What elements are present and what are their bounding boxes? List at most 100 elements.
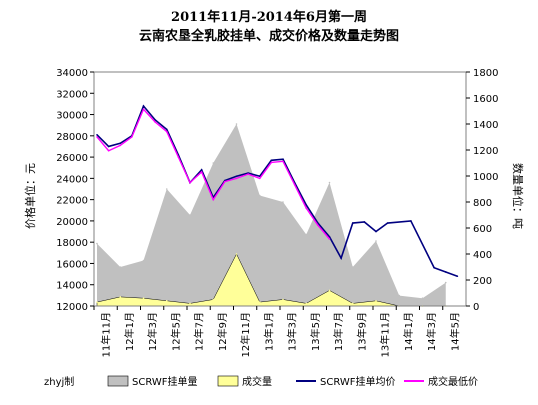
- data-point-1-9: [305, 302, 308, 305]
- data-point-2-2: [119, 142, 122, 145]
- data-point-0-1: [119, 266, 122, 268]
- data-point-0-10: [328, 181, 331, 184]
- data-point-2-18: [305, 204, 308, 206]
- data-point-3-12: [235, 177, 238, 180]
- plot-area: [96, 104, 459, 307]
- x-tick-label-10: 13年7月: [332, 312, 345, 351]
- right-tick-label-4: 800: [473, 198, 492, 209]
- x-tick-label-8: 13年3月: [286, 312, 299, 351]
- data-point-3-16: [282, 160, 284, 163]
- left-tick-label-1: 14000: [56, 281, 88, 292]
- data-point-3-20: [328, 238, 331, 240]
- data-point-3-18: [305, 207, 308, 209]
- data-point-2-15: [270, 159, 273, 162]
- right-tick-label-7: 1400: [473, 120, 498, 131]
- data-point-2-28: [444, 271, 447, 273]
- data-point-3-8: [189, 181, 191, 184]
- legend-label-0: SCRWF挂单量: [132, 375, 198, 388]
- right-axis-title: 数量单位：吨: [511, 163, 525, 229]
- data-point-3-1: [107, 149, 110, 152]
- data-point-0-5: [212, 162, 215, 164]
- data-point-0-15: [444, 281, 447, 284]
- legend-swatch-0: [107, 375, 129, 387]
- data-point-0-4: [189, 214, 191, 216]
- x-tick-label-11: 13年9月: [355, 312, 368, 351]
- data-point-0-7: [258, 194, 261, 197]
- data-point-3-3: [131, 136, 133, 138]
- legend: zhyj制 SCRWF挂单量 成交量 SCRWF挂单均价 成交最低价: [44, 375, 478, 388]
- data-point-1-3: [165, 300, 168, 302]
- left-tick-label-11: 34000: [56, 68, 88, 79]
- data-point-3-4: [142, 108, 145, 111]
- data-point-2-25: [386, 222, 389, 224]
- data-point-2-24: [375, 230, 377, 233]
- data-point-0-3: [165, 188, 168, 190]
- left-tick-label-5: 22000: [56, 196, 88, 207]
- data-point-3-7: [177, 156, 180, 158]
- data-point-1-2: [142, 297, 145, 300]
- data-point-2-22: [351, 222, 354, 224]
- data-point-3-9: [200, 171, 203, 173]
- data-point-3-2: [119, 144, 122, 147]
- chart-title-line1: 2011年11月-2014年6月第一周: [171, 9, 367, 25]
- legend-swatch-1: [217, 375, 239, 387]
- legend-label-1: 成交量: [242, 375, 272, 388]
- data-point-1-0: [96, 301, 98, 303]
- chart-title-line2: 云南农垦全乳胶挂单、成交价格及数量走势图: [139, 28, 399, 44]
- data-point-0-11: [351, 266, 354, 268]
- x-tick-label-12: 13年11月: [379, 312, 392, 357]
- x-tick-label-1: 12年1月: [123, 312, 136, 351]
- x-tick-label-13: 14年1月: [402, 312, 415, 351]
- data-point-3-0: [96, 136, 98, 138]
- left-tick-label-8: 28000: [56, 132, 88, 143]
- data-point-3-5: [154, 121, 156, 123]
- data-point-3-17: [293, 183, 296, 186]
- right-tick-label-1: 200: [473, 276, 492, 287]
- data-point-0-6: [235, 123, 238, 125]
- left-tick-label-9: 30000: [56, 111, 88, 122]
- left-tick-label-10: 32000: [56, 89, 88, 100]
- data-point-0-13: [398, 294, 401, 297]
- data-point-0-0: [96, 242, 98, 245]
- right-tick-label-3: 600: [473, 224, 492, 235]
- data-point-1-1: [119, 296, 122, 298]
- right-tick-label-5: 1000: [473, 172, 498, 183]
- data-point-1-6: [235, 253, 238, 255]
- data-point-3-11: [224, 180, 226, 183]
- data-point-1-8: [282, 298, 284, 301]
- data-point-2-26: [410, 220, 412, 222]
- data-point-1-5: [212, 298, 215, 301]
- data-point-3-19: [317, 224, 319, 226]
- series-line-2: [96, 104, 458, 277]
- data-point-1-11: [351, 302, 354, 305]
- data-point-3-6: [165, 130, 168, 133]
- x-tick-label-6: 12年11月: [239, 312, 252, 357]
- data-point-0-2: [142, 259, 145, 262]
- data-point-0-14: [421, 297, 424, 300]
- x-tick-label-0: 11年11月: [100, 312, 113, 357]
- x-tick-label-14: 14年3月: [425, 312, 438, 351]
- data-point-0-9: [305, 233, 308, 236]
- data-point-2-0: [96, 133, 98, 136]
- data-point-0-8: [282, 201, 284, 203]
- data-point-2-23: [363, 221, 366, 223]
- data-point-3-14: [258, 177, 261, 180]
- data-point-0-12: [375, 240, 377, 242]
- data-point-2-16: [282, 158, 284, 161]
- series-area-0: [97, 124, 446, 306]
- x-tick-label-5: 12年9月: [216, 312, 229, 351]
- data-point-3-15: [270, 161, 273, 164]
- credit-label: zhyj制: [44, 375, 74, 388]
- data-point-2-1: [107, 145, 110, 148]
- right-tick-label-9: 1800: [473, 68, 498, 79]
- data-point-2-20: [328, 236, 331, 238]
- data-point-3-10: [212, 198, 215, 201]
- left-axis-title: 价格单位：元: [23, 163, 37, 229]
- data-point-1-7: [258, 301, 261, 303]
- data-point-2-21: [340, 257, 342, 259]
- right-tick-label-0: 0: [473, 302, 479, 313]
- data-point-2-27: [433, 266, 435, 269]
- left-tick-label-4: 20000: [56, 217, 88, 228]
- data-point-2-6: [165, 128, 168, 131]
